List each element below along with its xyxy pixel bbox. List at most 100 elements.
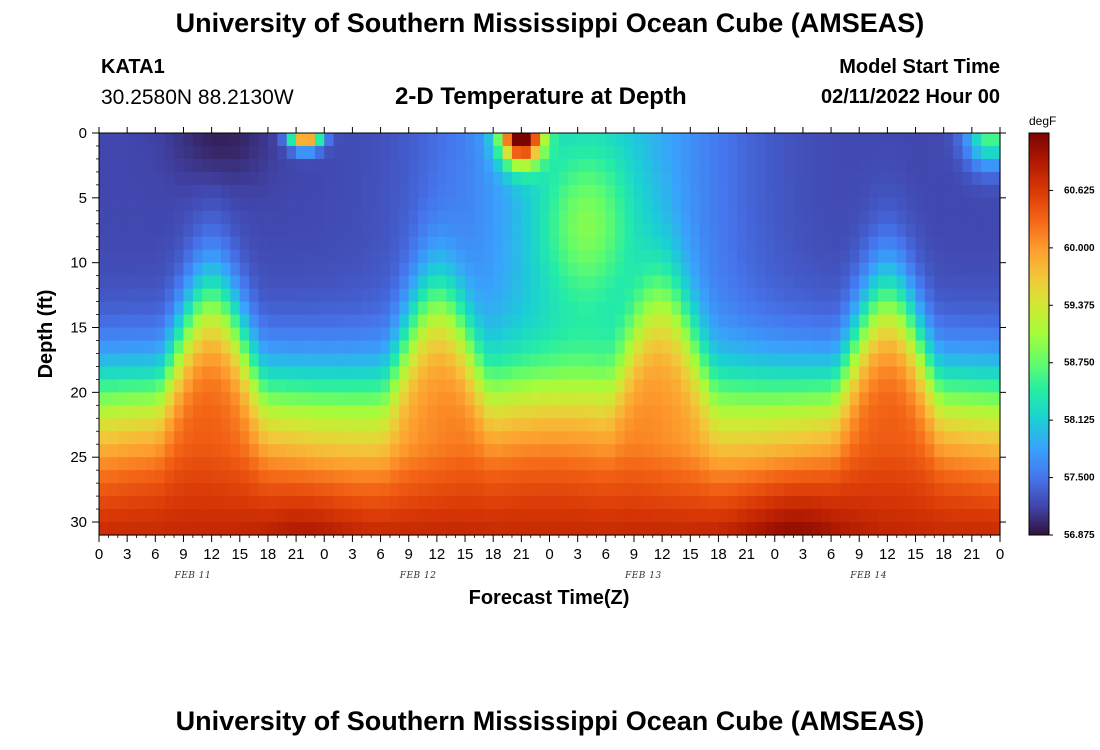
heatmap-cell (230, 483, 241, 497)
heatmap-cell (239, 522, 250, 536)
heatmap-cell (164, 470, 175, 484)
heatmap-cell (793, 483, 804, 497)
heatmap-cell (962, 327, 973, 342)
heatmap-cell (662, 197, 673, 212)
heatmap-cell (427, 509, 438, 523)
heatmap-cell (192, 405, 203, 419)
heatmap-cell (117, 405, 128, 419)
heatmap-cell (127, 184, 138, 199)
heatmap-cell (802, 483, 813, 497)
y-tick-label: 0 (79, 125, 87, 142)
heatmap-cell (690, 392, 701, 406)
heatmap-cell (718, 405, 729, 419)
heatmap-cell (155, 184, 166, 199)
heatmap-cell (343, 405, 354, 419)
heatmap-cell (183, 249, 194, 264)
heatmap-cell (249, 353, 260, 368)
heatmap-cell (511, 496, 522, 510)
heatmap-cell (605, 171, 616, 186)
heatmap-cell (934, 496, 945, 510)
heatmap-cell (587, 379, 598, 393)
heatmap-cell (868, 210, 879, 225)
heatmap-cell (643, 431, 654, 445)
heatmap-cell (727, 301, 738, 316)
heatmap-cell (136, 522, 147, 536)
heatmap-cell (643, 379, 654, 393)
heatmap-cell (896, 301, 907, 316)
heatmap-cell (380, 262, 391, 277)
heatmap-cell (859, 158, 870, 173)
heatmap-cell (887, 405, 898, 419)
heatmap-cell (812, 405, 823, 419)
heatmap-cell (408, 483, 419, 497)
heatmap-cell (802, 223, 813, 238)
x-tick-label: 21 (513, 546, 530, 563)
heatmap-cell (784, 171, 795, 186)
heatmap-cell (934, 483, 945, 497)
heatmap-cell (380, 314, 391, 329)
heatmap-cell (718, 184, 729, 199)
heatmap-cell (615, 301, 626, 316)
heatmap-cell (333, 171, 344, 186)
heatmap-cell (296, 405, 307, 419)
heatmap-cell (211, 353, 222, 368)
heatmap-cell (455, 418, 466, 432)
heatmap-cell (155, 379, 166, 393)
heatmap-cell (990, 483, 1001, 497)
heatmap-cell (906, 366, 917, 380)
heatmap-cell (371, 522, 382, 536)
heatmap-cell (408, 288, 419, 303)
heatmap-cell (305, 158, 316, 173)
heatmap-cell (774, 301, 785, 316)
heatmap-cell (455, 379, 466, 393)
heatmap-cell (183, 275, 194, 290)
heatmap-cell (408, 184, 419, 199)
heatmap-cell (502, 249, 513, 264)
heatmap-cell (455, 145, 466, 160)
heatmap-cell (812, 197, 823, 212)
heatmap-cell (183, 457, 194, 471)
heatmap-cell (971, 171, 982, 186)
heatmap-cell (690, 431, 701, 445)
heatmap-cell (765, 392, 776, 406)
heatmap-cell (906, 405, 917, 419)
heatmap-cell (877, 483, 888, 497)
heatmap-cell (230, 288, 241, 303)
heatmap-cell (943, 133, 954, 147)
heatmap-cell (371, 210, 382, 225)
heatmap-cell (493, 210, 504, 225)
heatmap-cell (371, 444, 382, 458)
heatmap-cell (784, 223, 795, 238)
heatmap-cell (239, 197, 250, 212)
heatmap-cell (671, 444, 682, 458)
heatmap-cell (108, 288, 119, 303)
heatmap-cell (737, 366, 748, 380)
heatmap-cell (549, 210, 560, 225)
heatmap-cell (343, 431, 354, 445)
heatmap-cell (258, 145, 269, 160)
heatmap-cell (127, 470, 138, 484)
heatmap-cell (896, 418, 907, 432)
heatmap-cell (324, 431, 335, 445)
heatmap-cell (314, 470, 325, 484)
heatmap-cell (643, 444, 654, 458)
heatmap-cell (577, 236, 588, 251)
heatmap-cell (380, 340, 391, 355)
heatmap-cell (755, 366, 766, 380)
heatmap-cell (427, 314, 438, 329)
heatmap-cell (568, 223, 579, 238)
heatmap-cell (202, 418, 213, 432)
heatmap-cell (746, 470, 757, 484)
heatmap-cell (164, 262, 175, 277)
heatmap-cell (230, 431, 241, 445)
heatmap-cell (502, 197, 513, 212)
heatmap-cell (352, 314, 363, 329)
heatmap-cell (258, 353, 269, 368)
heatmap-cell (455, 353, 466, 368)
heatmap-cell (859, 249, 870, 264)
heatmap-cell (558, 353, 569, 368)
heatmap-cell (267, 249, 278, 264)
heatmap-cell (887, 197, 898, 212)
heatmap-cell (624, 470, 635, 484)
heatmap-cell (690, 145, 701, 160)
